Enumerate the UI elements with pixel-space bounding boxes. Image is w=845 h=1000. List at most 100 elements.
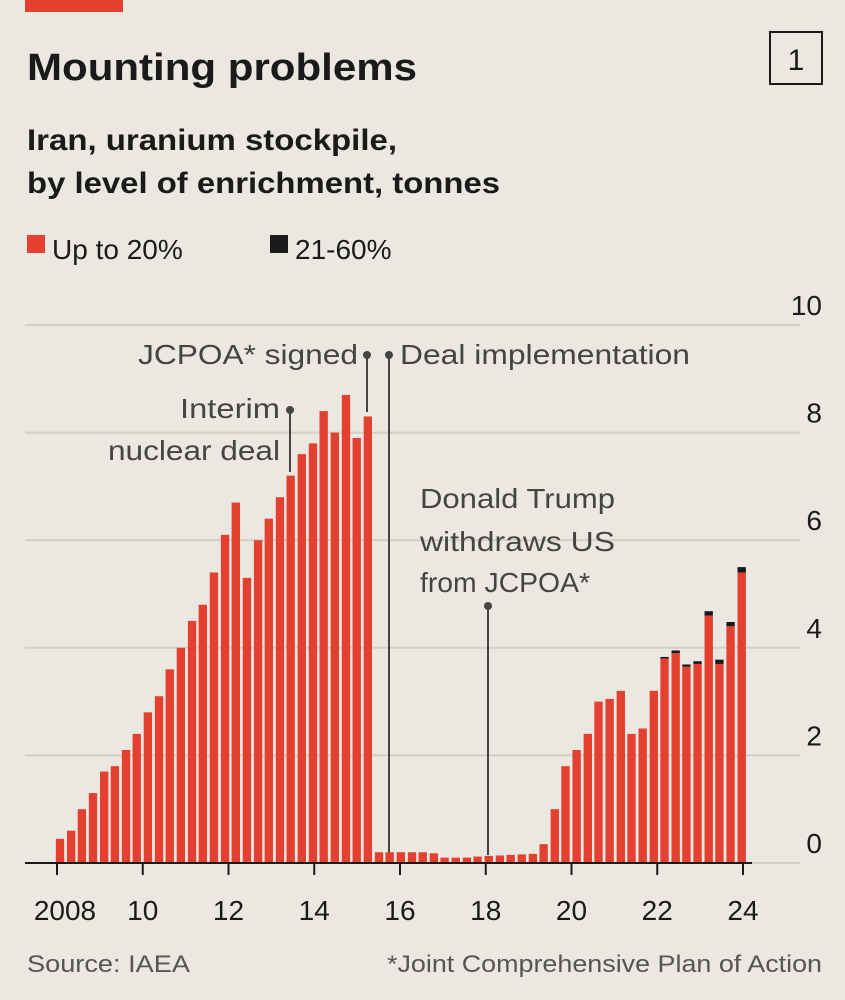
bar-segment bbox=[88, 793, 98, 863]
badge-box bbox=[769, 31, 823, 85]
subtitle: Iran, uranium stockpile, bbox=[27, 124, 397, 157]
chart-title: Mounting problems bbox=[27, 47, 417, 89]
bar-segment bbox=[143, 712, 153, 863]
bar-segment bbox=[308, 443, 318, 863]
bar-segment bbox=[242, 577, 252, 863]
bar-segment bbox=[506, 854, 515, 863]
bar-segment bbox=[682, 666, 691, 863]
annotation: Donald Trump bbox=[420, 483, 615, 514]
y-tick-label: 2 bbox=[806, 720, 822, 751]
bar-segment bbox=[715, 663, 724, 863]
bar-segment bbox=[715, 659, 724, 664]
x-tick-label: 16 bbox=[384, 895, 415, 926]
bar-segment bbox=[550, 809, 559, 863]
bar-segment bbox=[253, 540, 263, 863]
y-tick-label: 4 bbox=[806, 613, 822, 644]
bar-segment bbox=[737, 572, 746, 863]
bar-segment bbox=[539, 844, 548, 863]
bar-segment bbox=[297, 454, 306, 863]
pointer-dot bbox=[385, 351, 393, 359]
bar-segment bbox=[572, 750, 581, 863]
bar-segment bbox=[704, 611, 713, 616]
bar-segment bbox=[330, 432, 340, 863]
bar-segment bbox=[462, 857, 472, 863]
pointer-dot bbox=[484, 602, 492, 610]
y-tick-label: 6 bbox=[806, 505, 822, 536]
legend-label: 21-60% bbox=[295, 234, 392, 265]
bar-segment bbox=[693, 663, 702, 863]
bar-segment bbox=[209, 572, 219, 863]
bar-segment bbox=[660, 658, 669, 863]
bar-segment bbox=[627, 733, 636, 863]
annotation: JCPOA* signed bbox=[138, 339, 358, 370]
subtitle: by level of enrichment, tonnes bbox=[27, 167, 500, 200]
bar-segment bbox=[407, 852, 417, 863]
y-tick-label: 0 bbox=[806, 828, 822, 859]
x-tick-label: 20 bbox=[556, 895, 587, 926]
pointer-dot bbox=[286, 406, 294, 414]
bar-segment bbox=[55, 838, 65, 863]
x-tick-label: 24 bbox=[727, 895, 758, 926]
bar-segment bbox=[319, 411, 328, 863]
annotation: Interim bbox=[180, 393, 280, 424]
bar-segment bbox=[176, 647, 186, 863]
bar-segment bbox=[77, 809, 87, 863]
bar-segment bbox=[671, 650, 680, 654]
annotation: Deal implementation bbox=[400, 339, 690, 370]
bar-segment bbox=[110, 766, 120, 863]
bar-segment bbox=[671, 653, 680, 863]
bar-segment bbox=[132, 733, 141, 863]
bar-segment bbox=[352, 437, 361, 863]
bar-segment bbox=[583, 733, 592, 863]
bar-segment bbox=[220, 534, 230, 863]
y-tick-label: 8 bbox=[806, 398, 822, 429]
bar-segment bbox=[484, 856, 493, 863]
bar-segment bbox=[726, 626, 735, 863]
x-tick-label: 12 bbox=[213, 895, 244, 926]
bar-segment bbox=[363, 416, 373, 863]
bar-segment bbox=[605, 698, 614, 863]
bar-segment bbox=[66, 830, 76, 863]
bar-segment bbox=[275, 497, 285, 863]
bar-segment bbox=[495, 855, 505, 863]
bar-segment bbox=[341, 394, 351, 863]
x-tick-label: 2008 bbox=[34, 895, 96, 926]
footnote: *Joint Comprehensive Plan of Action bbox=[387, 951, 822, 978]
bar-segment bbox=[99, 771, 109, 863]
bar-segment bbox=[264, 518, 273, 863]
bar-segment bbox=[528, 853, 538, 863]
bar-segment bbox=[286, 475, 295, 863]
bar-segment bbox=[682, 664, 691, 667]
bar-segment bbox=[660, 656, 669, 659]
bar-segment bbox=[473, 856, 482, 863]
bar-segment bbox=[154, 696, 164, 863]
annotation: nuclear deal bbox=[108, 435, 280, 466]
bar-segment bbox=[165, 669, 174, 863]
bar-segment bbox=[440, 857, 449, 863]
bar-segment bbox=[231, 502, 240, 863]
bar-segment bbox=[649, 690, 659, 863]
bar-segment bbox=[121, 750, 131, 863]
badge: 1 bbox=[788, 44, 805, 77]
annotation-pointers bbox=[286, 351, 492, 862]
bar-segment bbox=[693, 661, 702, 664]
bar-segment bbox=[198, 604, 207, 863]
bar-segment bbox=[396, 852, 406, 863]
source: Source: IAEA bbox=[27, 951, 190, 978]
annotation: from JCPOA* bbox=[420, 567, 590, 598]
legend-swatch bbox=[270, 235, 288, 253]
legend-label: Up to 20% bbox=[52, 234, 183, 265]
bar-segment bbox=[616, 690, 625, 863]
bar-segment bbox=[638, 728, 647, 863]
bar-segment bbox=[418, 852, 427, 863]
x-tick-label: 14 bbox=[299, 895, 330, 926]
bar-segment bbox=[561, 766, 570, 863]
bar-segment bbox=[737, 567, 746, 573]
bar-segment bbox=[385, 852, 394, 863]
bar-segment bbox=[451, 857, 460, 863]
bar-segment bbox=[374, 852, 384, 863]
y-tick-label: 10 bbox=[791, 290, 822, 321]
annotation: withdraws US bbox=[419, 526, 615, 557]
bar-segment bbox=[187, 620, 197, 863]
